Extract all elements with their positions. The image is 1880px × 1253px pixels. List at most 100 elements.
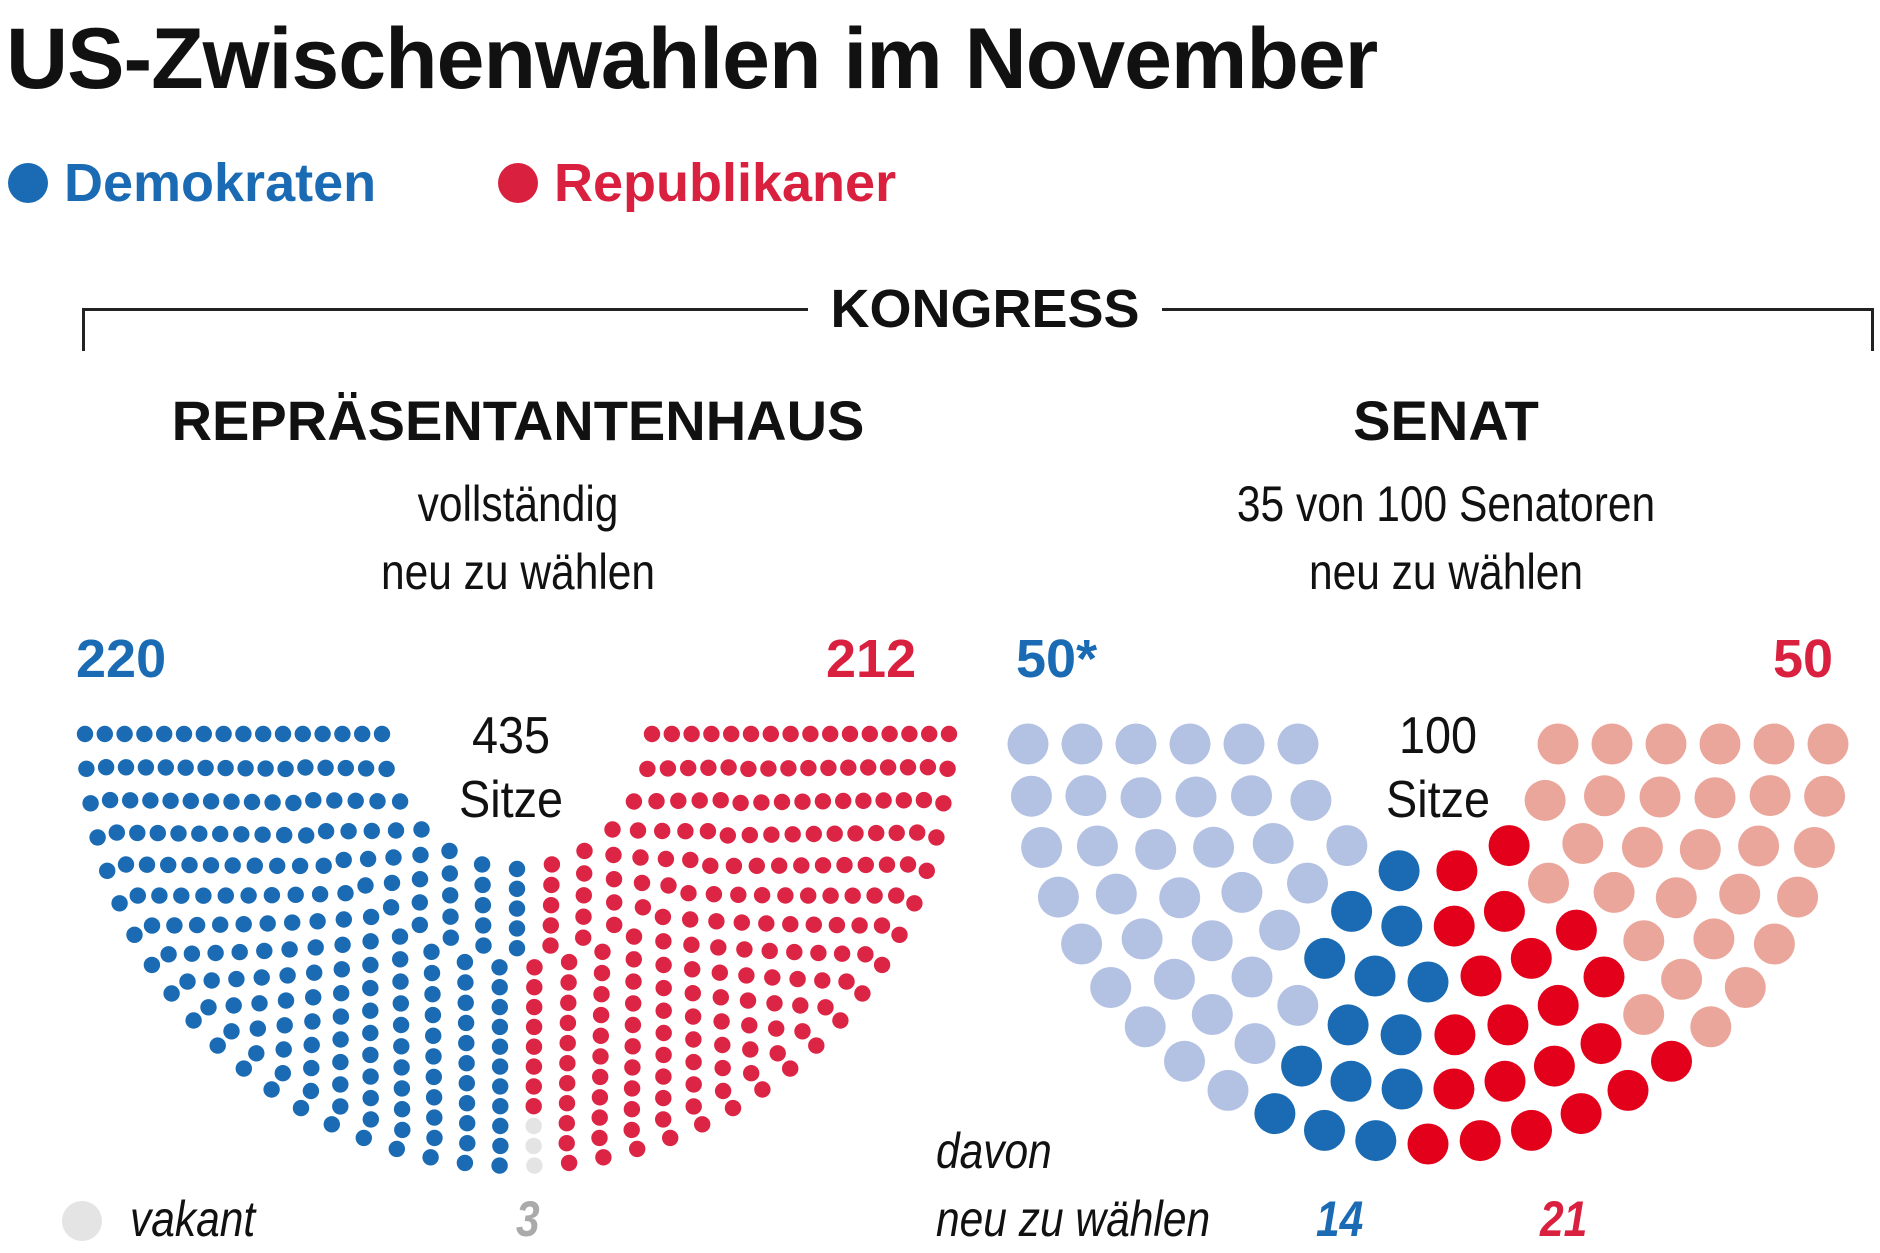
house-seat-demokraten: [362, 1111, 379, 1128]
house-seat-republikaner: [655, 979, 672, 997]
senate-seat-demokraten: [1076, 825, 1118, 867]
house-seat-republikaner: [733, 914, 750, 931]
house-seat-republikaner: [810, 944, 827, 962]
house-seat-demokraten: [166, 917, 183, 934]
house-seat-republikaner: [725, 857, 743, 875]
house-seat-demokraten: [332, 1098, 349, 1115]
house-seat-demokraten: [457, 1014, 475, 1032]
senate-seat-demokraten-neu-zu-wählen: [1304, 937, 1346, 979]
senate-up-label-1: davon: [936, 1123, 1052, 1179]
house-seat-demokraten: [108, 824, 126, 841]
house-seat-republikaner: [605, 871, 623, 888]
house-seat-republikaner: [543, 876, 560, 894]
senate-seat-republikaner-neu-zu-wählen: [1459, 1120, 1501, 1162]
house-seat-demokraten: [173, 887, 190, 904]
senate-seat-demokraten: [1115, 723, 1157, 765]
house-seat-republikaner: [822, 725, 839, 743]
senate-seat-demokraten: [1121, 918, 1163, 960]
senate-seat-demokraten: [1061, 923, 1103, 965]
house-seat-demokraten: [393, 1101, 411, 1118]
house-seat-demokraten: [442, 929, 459, 946]
house-seat-demokraten: [425, 1068, 442, 1086]
house-seat-demokraten: [217, 887, 234, 904]
house-seat-demokraten: [284, 914, 301, 931]
house-seat-demokraten: [392, 973, 409, 990]
house-seat-republikaner: [763, 826, 780, 843]
house-seat-republikaner: [542, 937, 559, 954]
house-seat-republikaner: [940, 725, 958, 743]
senate-seat-demokraten: [1191, 920, 1233, 962]
house-seat-republikaner: [742, 725, 760, 743]
house-seat-demokraten: [458, 1075, 475, 1092]
vacant-count: 3: [516, 1191, 540, 1247]
senate-subtitle-2: neu zu wählen: [1308, 544, 1584, 600]
senate-seat-demokraten: [1191, 994, 1233, 1035]
house-seat-demokraten: [473, 856, 491, 873]
house-seat-republikaner: [699, 823, 717, 840]
house-seat-demokraten: [357, 877, 374, 894]
house-seat-republikaner: [710, 939, 727, 956]
house-seat-republikaner: [786, 943, 803, 961]
house-seat-republikaner: [838, 973, 855, 990]
house-seat-demokraten: [333, 985, 350, 1002]
house-seat-demokraten: [426, 1129, 443, 1147]
house-seat-republikaner: [591, 1109, 608, 1126]
house-seat-republikaner: [558, 1095, 576, 1112]
house-seat-republikaner: [606, 894, 623, 911]
house-seat-demokraten: [392, 995, 409, 1012]
house-seat-republikaner: [714, 1059, 731, 1077]
house-seat-demokraten: [392, 951, 409, 968]
house-seat-demokraten: [474, 876, 491, 894]
house-seat-republikaner: [800, 759, 817, 777]
house-subtitle-2: neu zu wählen: [380, 544, 656, 600]
senate-seat-demokraten-neu-zu-wählen: [1355, 1120, 1397, 1162]
house-seat-demokraten: [223, 793, 240, 810]
house-seat-republikaner: [680, 759, 697, 777]
house-seat-demokraten: [492, 1078, 509, 1095]
house-seat-vakant: [525, 1117, 542, 1135]
house-seat-republikaner: [771, 857, 788, 874]
house-seat-demokraten: [228, 970, 245, 988]
house-seat-republikaner: [526, 979, 543, 996]
house-seat-republikaner: [832, 1012, 849, 1029]
senate-total-unit: Sitze: [1385, 771, 1491, 829]
house-seat-republikaner: [814, 793, 832, 810]
house-seat-demokraten: [334, 936, 351, 953]
senate-seat-republikaner: [1690, 1006, 1732, 1048]
house-seat-republikaner: [525, 1058, 543, 1075]
house-seat-demokraten: [411, 894, 428, 911]
house-seat-republikaner: [805, 825, 822, 843]
house-seat-republikaner: [712, 792, 729, 809]
democrats-dot-icon: [8, 163, 48, 203]
house-seat-republikaner: [654, 822, 671, 840]
house-seat-demokraten: [332, 1031, 349, 1048]
house-seat-republikaner: [939, 760, 956, 777]
senate-seat-republikaner-neu-zu-wählen: [1537, 984, 1579, 1026]
house-seat-republikaner: [814, 857, 832, 874]
house-seat-republikaner: [593, 986, 610, 1003]
senate-seat-republikaner-neu-zu-wählen: [1433, 1068, 1475, 1110]
house-seat-demokraten: [354, 725, 371, 743]
house-seat-demokraten: [393, 1059, 410, 1076]
house-seat-demokraten: [99, 862, 116, 879]
house-seat-demokraten: [292, 1099, 310, 1117]
house-seat-demokraten: [491, 1038, 509, 1055]
house-seat-republikaner: [700, 759, 717, 776]
house-seat-republikaner: [866, 887, 883, 904]
house-seat-demokraten: [491, 998, 508, 1016]
house-seat-demokraten: [357, 760, 375, 777]
house-seat-republikaner: [591, 1089, 609, 1106]
senate-seat-republikaner-neu-zu-wählen: [1433, 905, 1475, 947]
house-seat-republikaner: [736, 941, 753, 958]
senate-seat-republikaner: [1593, 871, 1635, 913]
house-seat-demokraten: [185, 1012, 202, 1029]
house-seat-republikaner: [655, 956, 672, 974]
house-seat-demokraten: [195, 887, 212, 904]
house-seat-demokraten: [253, 969, 270, 986]
house-seat-vakant: [525, 1137, 542, 1155]
house-seat-demokraten: [362, 908, 380, 926]
house-seat-republikaner: [868, 824, 885, 842]
senate-seat-demokraten: [1221, 871, 1263, 913]
house-seat-republikaner: [655, 1111, 672, 1128]
house-seat-demokraten: [209, 1037, 226, 1054]
